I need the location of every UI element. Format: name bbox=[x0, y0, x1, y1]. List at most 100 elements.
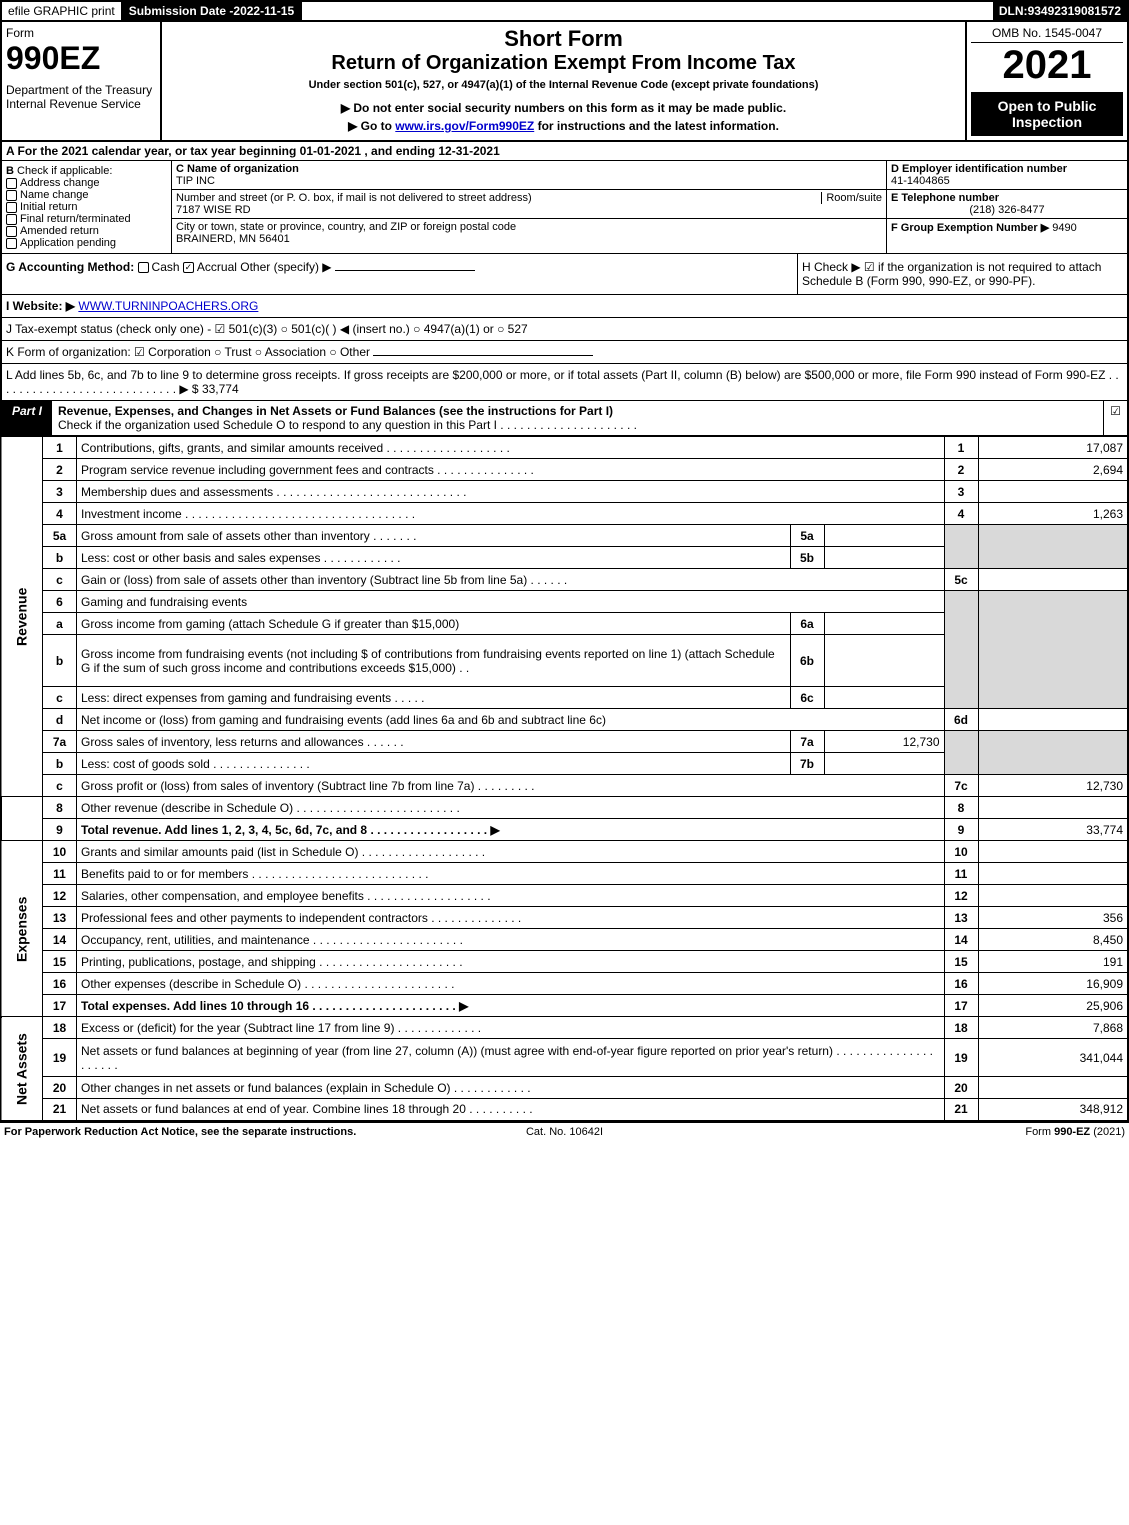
website-link[interactable]: WWW.TURNINPOACHERS.ORG bbox=[78, 299, 258, 313]
efile-print-button[interactable]: efile GRAPHIC print bbox=[2, 2, 123, 20]
ln-8: 8 bbox=[43, 797, 77, 819]
ln-9: 9 bbox=[43, 819, 77, 841]
mval-5b bbox=[824, 547, 944, 569]
org-city: BRAINERD, MN 56401 bbox=[176, 233, 882, 245]
ln-19: 19 bbox=[43, 1039, 77, 1077]
submission-date-value: 2022-11-15 bbox=[233, 4, 294, 18]
g-label: G Accounting Method: bbox=[6, 260, 134, 274]
ln-10: 10 bbox=[43, 841, 77, 863]
rln-13: 13 bbox=[944, 907, 978, 929]
desc-17-bold: Total expenses. Add lines 10 through 16 … bbox=[81, 999, 468, 1013]
ln-17: 17 bbox=[43, 995, 77, 1017]
form-header: Form 990EZ Department of the Treasury In… bbox=[0, 22, 1129, 142]
g-accounting: G Accounting Method: Cash ✓Accrual Other… bbox=[2, 254, 797, 294]
part-i-table: Revenue 1 Contributions, gifts, grants, … bbox=[0, 436, 1129, 1122]
ln-6: 6 bbox=[43, 591, 77, 613]
part-i-header: Part I Revenue, Expenses, and Changes in… bbox=[0, 401, 1129, 436]
dln-label: DLN: bbox=[999, 4, 1028, 18]
shade-7ab bbox=[944, 731, 978, 775]
row-g-h: G Accounting Method: Cash ✓Accrual Other… bbox=[0, 254, 1129, 295]
row-k-form-org: K Form of organization: ☑ Corporation ○ … bbox=[0, 341, 1129, 364]
desc-18: Excess or (deficit) for the year (Subtra… bbox=[77, 1017, 945, 1039]
shade-5ab bbox=[944, 525, 978, 569]
desc-11: Benefits paid to or for members . . . . … bbox=[77, 863, 945, 885]
line-a-tax-year: A For the 2021 calendar year, or tax yea… bbox=[0, 142, 1129, 161]
part-i-subtitle: Check if the organization used Schedule … bbox=[58, 418, 637, 432]
val-18: 7,868 bbox=[978, 1017, 1128, 1039]
chk-amended-return[interactable] bbox=[6, 226, 17, 237]
ln-18: 18 bbox=[43, 1017, 77, 1039]
irs-link[interactable]: www.irs.gov/Form990EZ bbox=[395, 119, 534, 133]
ln-7b: b bbox=[43, 753, 77, 775]
part-i-label: Part I bbox=[2, 401, 52, 435]
ln-6b: b bbox=[43, 635, 77, 687]
desc-6c: Less: direct expenses from gaming and fu… bbox=[77, 687, 791, 709]
org-address: 7187 WISE RD bbox=[176, 204, 882, 216]
dln-value: 93492319081572 bbox=[1028, 4, 1121, 18]
chk-accrual[interactable]: ✓ bbox=[183, 262, 194, 273]
mln-6a: 6a bbox=[790, 613, 824, 635]
mln-5a: 5a bbox=[790, 525, 824, 547]
k-other-input[interactable] bbox=[373, 355, 593, 356]
b-check-if: Check if applicable: bbox=[17, 165, 112, 177]
desc-17: Total expenses. Add lines 10 through 16 … bbox=[77, 995, 945, 1017]
chk-application-pending[interactable] bbox=[6, 238, 17, 249]
mval-7a: 12,730 bbox=[824, 731, 944, 753]
header-right: OMB No. 1545-0047 2021 Open to Public In… bbox=[967, 22, 1127, 140]
dln-box: DLN: 93492319081572 bbox=[993, 2, 1127, 20]
chk-name-change[interactable] bbox=[6, 190, 17, 201]
submission-date-label: Submission Date - bbox=[129, 4, 234, 18]
row-j-tax-exempt: J Tax-exempt status (check only one) - ☑… bbox=[0, 318, 1129, 341]
desc-6: Gaming and fundraising events bbox=[77, 591, 945, 613]
desc-6b: Gross income from fundraising events (no… bbox=[77, 635, 791, 687]
chk-initial-return[interactable] bbox=[6, 202, 17, 213]
desc-5a: Gross amount from sale of assets other t… bbox=[77, 525, 791, 547]
val-17: 25,906 bbox=[978, 995, 1128, 1017]
val-3 bbox=[978, 481, 1128, 503]
chk-final-return[interactable] bbox=[6, 214, 17, 225]
top-bar: efile GRAPHIC print Submission Date - 20… bbox=[0, 0, 1129, 22]
rln-4: 4 bbox=[944, 503, 978, 525]
val-6d bbox=[978, 709, 1128, 731]
rln-9: 9 bbox=[944, 819, 978, 841]
desc-1: Contributions, gifts, grants, and simila… bbox=[77, 437, 945, 459]
col-c-org-info: C Name of organization TIP INC Number an… bbox=[172, 161, 887, 253]
mln-6c: 6c bbox=[790, 687, 824, 709]
mval-5a bbox=[824, 525, 944, 547]
desc-9: Total revenue. Add lines 1, 2, 3, 4, 5c,… bbox=[77, 819, 945, 841]
val-8 bbox=[978, 797, 1128, 819]
col-b-checkboxes: B Check if applicable: Address change Na… bbox=[2, 161, 172, 253]
mval-6b bbox=[824, 635, 944, 687]
opt-name-change: Name change bbox=[20, 189, 89, 201]
chk-address-change[interactable] bbox=[6, 178, 17, 189]
chk-cash[interactable] bbox=[138, 262, 149, 273]
ln-13: 13 bbox=[43, 907, 77, 929]
org-name: TIP INC bbox=[176, 175, 882, 187]
header-left: Form 990EZ Department of the Treasury In… bbox=[2, 22, 162, 140]
h-schedule-b: H Check ▶ ☑ if the organization is not r… bbox=[797, 254, 1127, 294]
desc-15: Printing, publications, postage, and shi… bbox=[77, 951, 945, 973]
g-other-input[interactable] bbox=[335, 270, 475, 271]
col-d-ein-tel: D Employer identification number 41-1404… bbox=[887, 161, 1127, 253]
submission-date-button[interactable]: Submission Date - 2022-11-15 bbox=[123, 2, 302, 20]
desc-6d: Net income or (loss) from gaming and fun… bbox=[77, 709, 945, 731]
desc-6a: Gross income from gaming (attach Schedul… bbox=[77, 613, 791, 635]
footer-left-text: For Paperwork Reduction Act Notice, see … bbox=[4, 1126, 356, 1138]
ln-5c: c bbox=[43, 569, 77, 591]
side-label-expenses: Expenses bbox=[1, 841, 43, 1017]
part-i-checkbox[interactable]: ☑ bbox=[1103, 401, 1127, 435]
mln-6b: 6b bbox=[790, 635, 824, 687]
desc-12: Salaries, other compensation, and employ… bbox=[77, 885, 945, 907]
val-15: 191 bbox=[978, 951, 1128, 973]
b-label: B bbox=[6, 165, 14, 177]
ln-1: 1 bbox=[43, 437, 77, 459]
val-10 bbox=[978, 841, 1128, 863]
mval-7b bbox=[824, 753, 944, 775]
title-return: Return of Organization Exempt From Incom… bbox=[166, 52, 961, 75]
rln-15: 15 bbox=[944, 951, 978, 973]
ln-2: 2 bbox=[43, 459, 77, 481]
val-14: 8,450 bbox=[978, 929, 1128, 951]
tel-value: (218) 326-8477 bbox=[891, 204, 1123, 216]
rln-18: 18 bbox=[944, 1017, 978, 1039]
rln-12: 12 bbox=[944, 885, 978, 907]
